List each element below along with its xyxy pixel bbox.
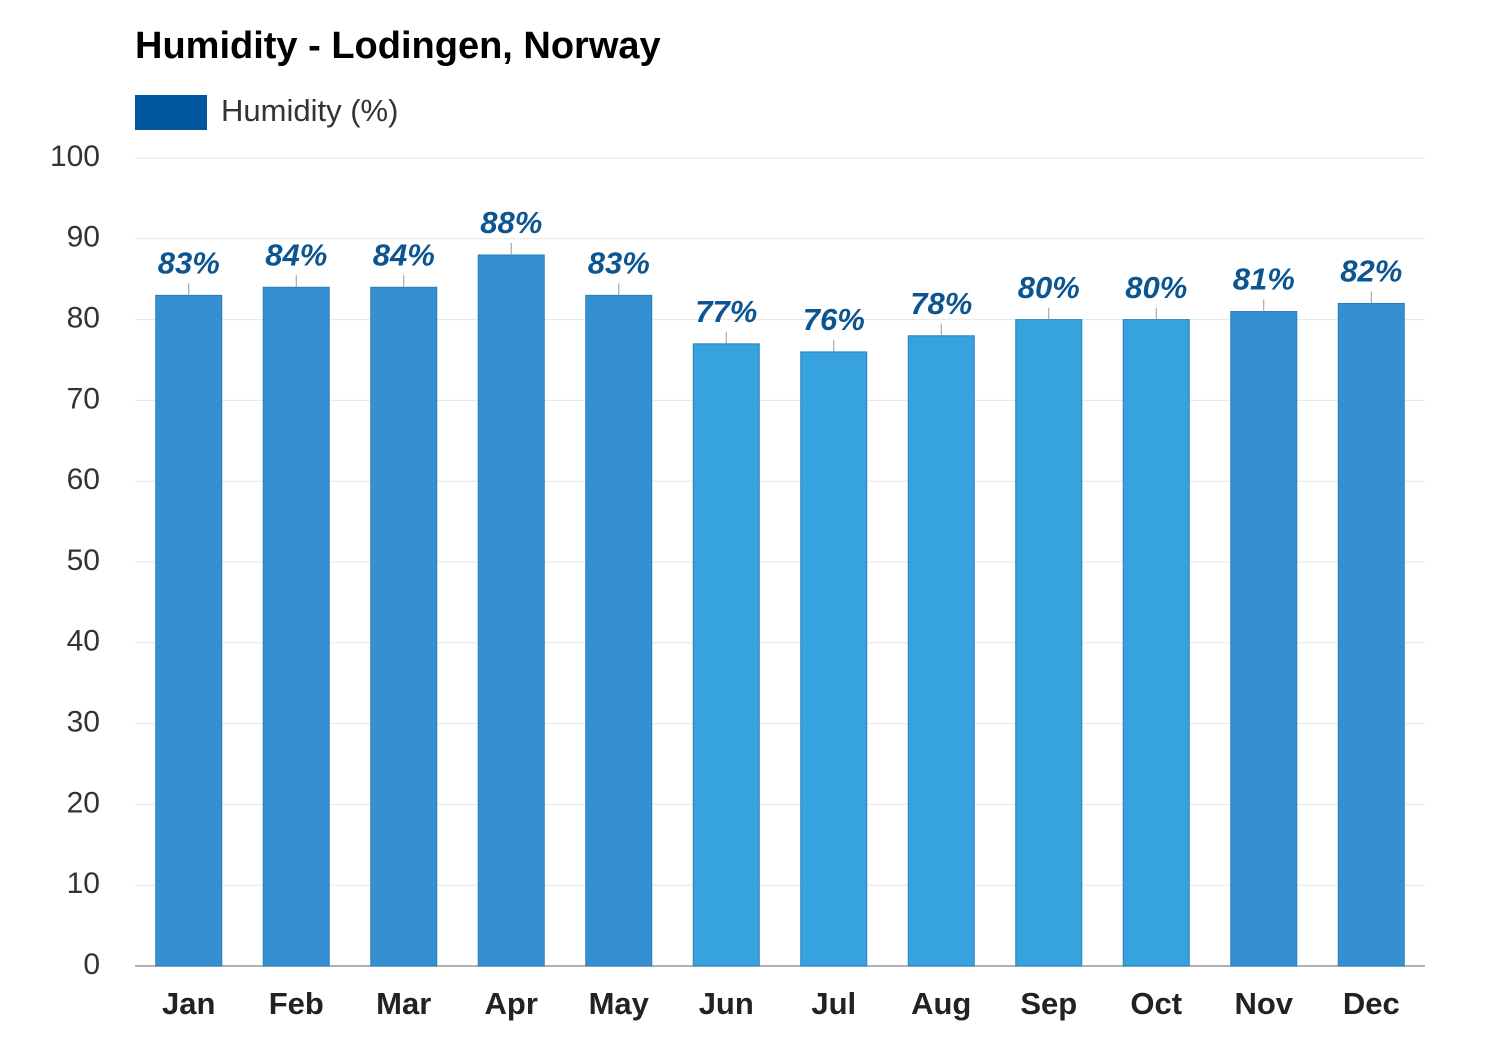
value-label: 80% [1018,270,1080,305]
bar [692,343,760,967]
bar [1122,319,1190,967]
bar [800,351,868,967]
chart-title: Humidity - Lodingen, Norway [135,25,661,67]
y-tick-label: 30 [67,706,100,739]
x-tick-label: Feb [269,986,324,1021]
y-tick-label: 70 [67,382,100,415]
x-tick-label: May [589,986,650,1021]
x-tick-label: Aug [911,986,971,1021]
x-tick-label: Dec [1343,986,1400,1021]
bar [370,286,438,967]
value-label: 76% [803,302,865,337]
x-tick-label: Oct [1130,986,1182,1021]
y-tick-label: 90 [67,221,100,254]
y-tick-label: 60 [67,463,100,496]
value-label: 81% [1233,262,1295,297]
y-tick-label: 80 [67,302,100,335]
value-label: 84% [265,237,327,272]
y-tick-label: 0 [83,948,100,981]
value-label: 78% [910,286,972,321]
x-tick-label: Jun [699,986,754,1021]
x-tick-label: Jan [162,986,215,1021]
bar [262,286,330,967]
y-tick-label: 50 [67,544,100,577]
value-label: 88% [480,205,542,240]
value-label: 77% [695,294,757,329]
value-label: 82% [1340,254,1402,289]
bar [1230,311,1298,967]
x-tick-label: Jul [811,986,856,1021]
bar [1337,302,1405,967]
y-tick-label: 10 [67,867,100,900]
value-label: 80% [1125,270,1187,305]
value-label: 83% [158,246,220,281]
legend-swatch [135,95,207,130]
legend-label: Humidity (%) [221,93,398,128]
bar [1015,319,1083,967]
x-tick-label: Nov [1234,986,1293,1021]
x-tick-label: Apr [485,986,538,1021]
value-label: 83% [588,246,650,281]
y-tick-label: 40 [67,625,100,658]
y-tick-label: 100 [50,140,100,173]
y-tick-label: 20 [67,786,100,819]
x-tick-label: Mar [376,986,431,1021]
x-tick-label: Sep [1020,986,1077,1021]
bar [907,335,975,967]
bar [155,294,223,967]
value-label: 84% [373,237,435,272]
bar [585,294,653,967]
bar [477,254,545,967]
